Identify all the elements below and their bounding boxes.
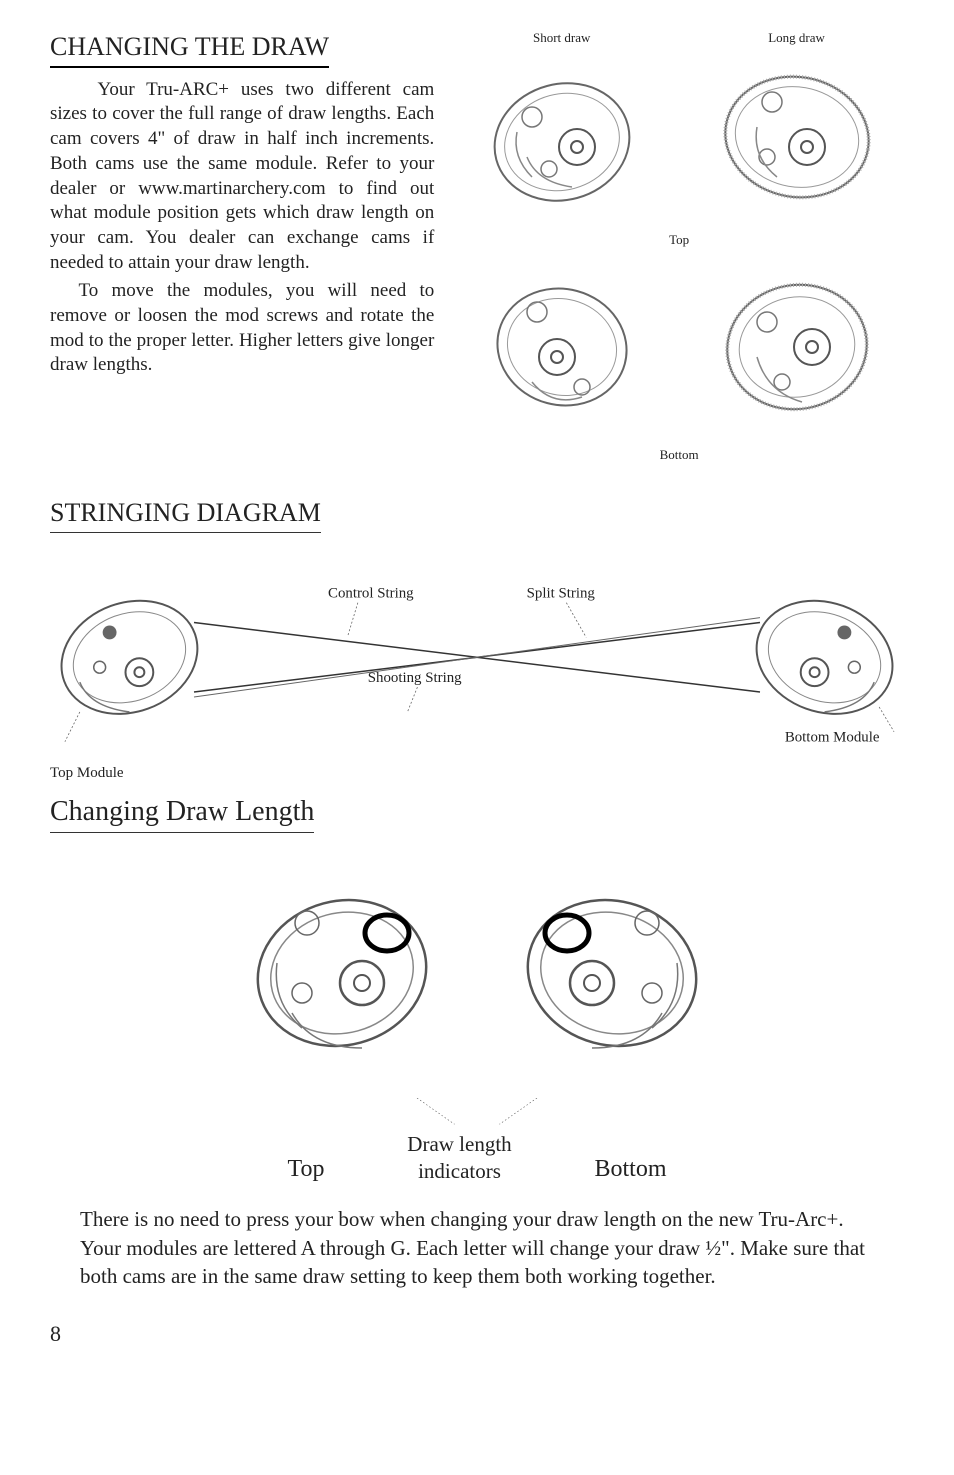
cam-long-top — [712, 57, 882, 217]
section-changing-draw: CHANGING THE DRAW Your Tru-ARC+ uses two… — [50, 30, 904, 466]
section1-title: CHANGING THE DRAW — [50, 30, 329, 68]
label-draw-top: Top — [288, 1154, 325, 1185]
label-long-draw: Long draw — [768, 30, 825, 47]
section-stringing: STRINGING DIAGRAM Control String — [50, 496, 904, 784]
label-bottom: Bottom — [660, 447, 699, 462]
draw-cam-top-svg — [237, 863, 457, 1083]
cam-illustrations: Short draw Long draw — [454, 30, 904, 466]
draw-cam-bottom-svg — [497, 863, 717, 1083]
draw-cam-bottom-block — [497, 863, 717, 1091]
label-draw-bottom: Bottom — [594, 1154, 666, 1185]
indicator-leaders — [50, 1098, 904, 1128]
cam-long-bottom — [712, 262, 882, 432]
label-short-draw: Short draw — [533, 30, 590, 47]
section1-p2: To move the modules, you will need to re… — [50, 279, 434, 378]
label-top-module: Top Module — [50, 764, 904, 784]
label-split-string: Split String — [527, 586, 596, 602]
cam-short-top — [477, 57, 647, 217]
section3-title: Changing Draw Length — [50, 794, 314, 833]
left-text-column: CHANGING THE DRAW Your Tru-ARC+ uses two… — [50, 30, 434, 378]
label-top: Top — [669, 232, 689, 247]
stringing-diagram-svg: Control String Split String Shooting Str… — [50, 558, 904, 757]
label-shooting-string: Shooting String — [368, 670, 462, 686]
section2-title: STRINGING DIAGRAM — [50, 496, 321, 533]
label-draw-indicators: Draw length indicators — [384, 1131, 534, 1186]
page-number: 8 — [50, 1320, 904, 1349]
label-bottom-module: Bottom Module — [785, 730, 880, 746]
label-control-string: Control String — [328, 586, 414, 602]
section3-para: There is no need to press your bow when … — [80, 1205, 874, 1290]
section1-p1: Your Tru-ARC+ uses two different cam siz… — [50, 78, 434, 276]
draw-cam-top-block — [237, 863, 457, 1091]
section-changing-draw-length: Changing Draw Length — [50, 794, 904, 1290]
cam-short-bottom — [477, 262, 647, 432]
